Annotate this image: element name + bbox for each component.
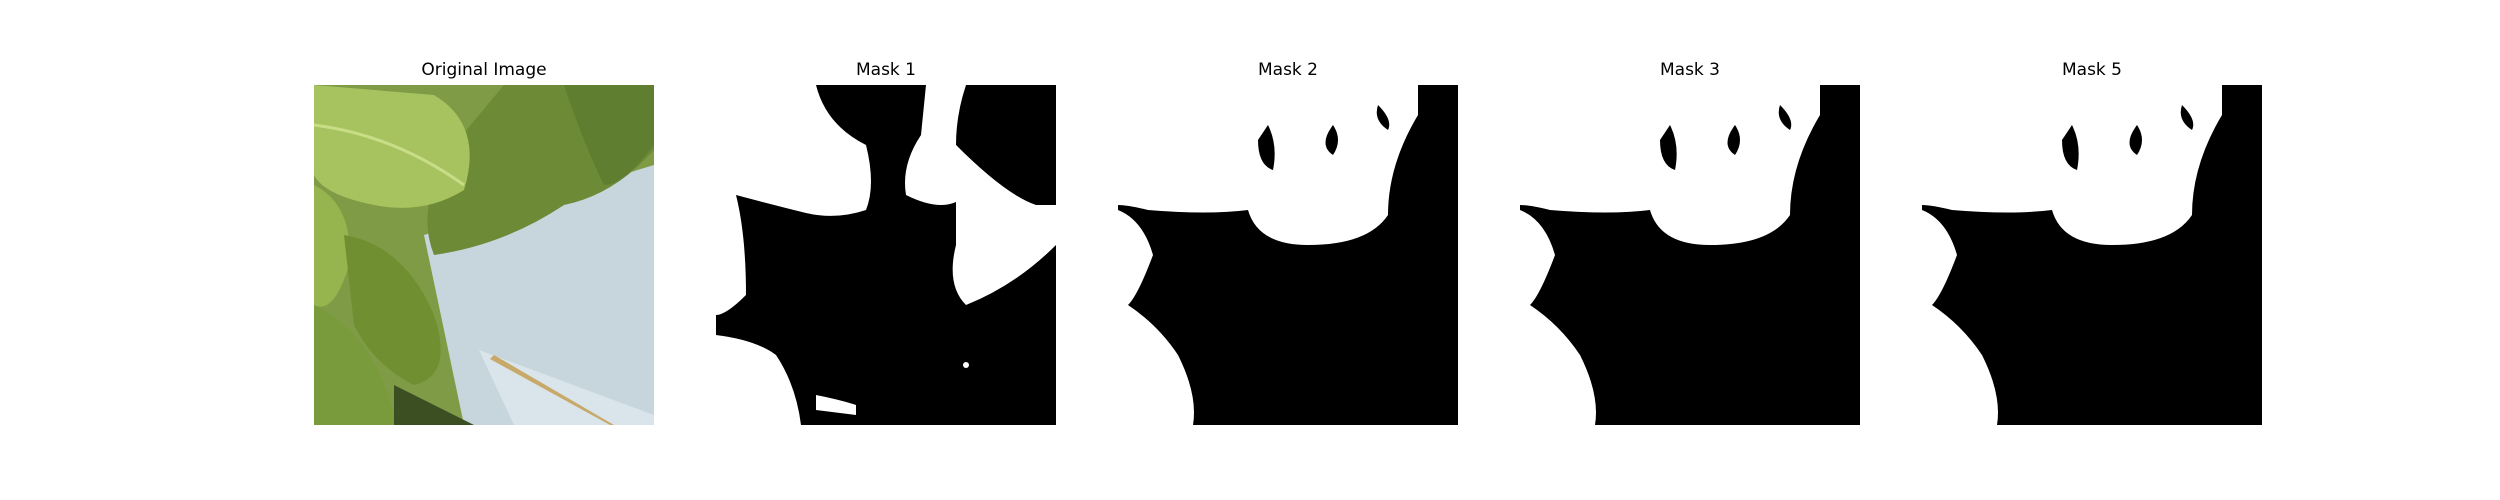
panel-title: Mask 2 bbox=[1257, 60, 1318, 80]
panel-title: Mask 5 bbox=[2061, 60, 2122, 80]
mask-5-image bbox=[1922, 85, 2262, 425]
original-photo bbox=[314, 85, 654, 425]
panel-title: Mask 1 bbox=[855, 60, 916, 80]
mask-3-image bbox=[1520, 85, 1860, 425]
mask-2-image bbox=[1118, 85, 1458, 425]
mask-1-image bbox=[716, 85, 1056, 425]
panel-title: Mask 3 bbox=[1659, 60, 1720, 80]
panel-title: Original Image bbox=[421, 60, 547, 80]
